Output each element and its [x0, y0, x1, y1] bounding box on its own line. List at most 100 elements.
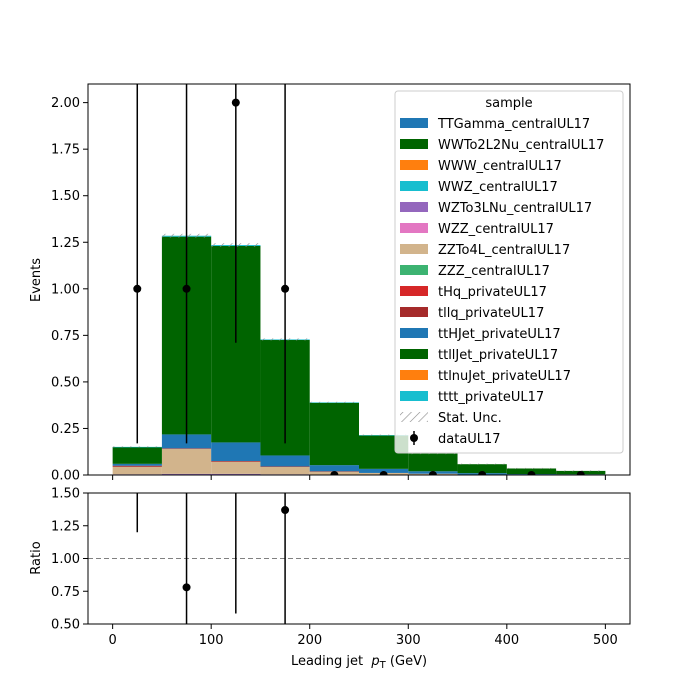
- bar-wzto3lnu-centralul17-bin-2: [211, 473, 261, 475]
- legend-swatch-www-centralul17: [400, 160, 428, 170]
- bar-zzto4l-centralul17-bin-1: [161, 448, 212, 474]
- top-y-tick-label-4: 1.00: [51, 282, 80, 297]
- legend: sample TTGamma_centralUL17 WWTo2L2Nu_cent…: [394, 90, 624, 454]
- bar-ttlljet-privateul17-bin-4: [309, 402, 359, 466]
- top-y-tick-label-6: 1.50: [51, 189, 80, 204]
- legend-swatch-tthjet-privateul17: [400, 328, 428, 338]
- bar-tllq-privateul17-bin-1: [161, 448, 212, 449]
- data-point-2: [231, 98, 240, 107]
- bottom-y-tick-label-4: 1.50: [51, 487, 80, 502]
- data-points: [133, 84, 585, 475]
- stat-unc-bin-6: [408, 453, 458, 455]
- bar-tthjet-privateul17-bin-0: [112, 463, 162, 466]
- top-y-tick-label-3: 0.75: [51, 329, 80, 344]
- top-y-tick-label-7: 1.75: [51, 143, 80, 158]
- x-tick-label-0: 0: [108, 633, 116, 648]
- data-point-8: [527, 471, 536, 475]
- bar-tthjet-privateul17-bin-2: [211, 442, 261, 462]
- x-axis-label-unit: (GeV): [390, 654, 427, 669]
- x-axis-label-subscript: T: [379, 660, 387, 671]
- legend-swatch-wzto3lnu-centralul17: [400, 202, 428, 212]
- ratio-point-3: [281, 506, 290, 515]
- ratio-point-1: [182, 583, 191, 592]
- legend-label-ttlljet-privateul17: ttllJet_privateUL17: [438, 348, 558, 363]
- data-point-5: [379, 471, 388, 475]
- legend-label-data: dataUL17: [438, 432, 501, 447]
- bar-ttlljet-privateul17-bin-7: [457, 464, 507, 474]
- bar-zzto4l-centralul17-bin-0: [112, 466, 162, 475]
- legend-label-wwz-centralul17: WWZ_centralUL17: [438, 180, 558, 195]
- stat-unc-bin-0: [112, 446, 162, 448]
- legend-label-wwto2l2nu-centralul17: WWTo2L2Nu_centralUL17: [438, 138, 604, 153]
- bottom-y-tick-label-3: 1.25: [51, 519, 80, 534]
- x-axis-label-main: Leading jet: [291, 654, 363, 669]
- top-y-tick-label-8: 2.00: [51, 96, 80, 111]
- legend-swatch-tllq-privateul17: [400, 307, 428, 317]
- stat-unc-bin-5: [359, 434, 409, 436]
- bottom-y-axis-label: Ratio: [29, 541, 44, 574]
- legend-swatch-ttlnujet-privateul17: [400, 370, 428, 380]
- top-y-tick-label-1: 0.25: [51, 422, 80, 437]
- data-point-0: [133, 284, 142, 293]
- data-point-9: [576, 471, 585, 475]
- bar-tthjet-privateul17-bin-4: [309, 465, 359, 472]
- top-y-axis: 0.00 0.25 0.50 0.75 1.00 1.25 1.50 1.75 2.00: [51, 96, 88, 484]
- legend-swatch-wzz-centralul17: [400, 223, 428, 233]
- top-y-tick-label-2: 0.50: [51, 375, 80, 390]
- legend-frame: [394, 90, 624, 454]
- ratio-points: [136, 493, 290, 624]
- bar-tllq-privateul17-bin-3: [260, 466, 310, 467]
- bar-ttlljet-privateul17-bin-6: [408, 453, 458, 472]
- legend-label-zzto4l-centralul17: ZZTo4L_centralUL17: [438, 243, 570, 258]
- legend-data-marker: [410, 434, 418, 442]
- legend-swatch-wwto2l2nu-centralul17: [400, 139, 428, 149]
- stat-unc-bin-8: [506, 467, 557, 470]
- data-point-3: [281, 284, 290, 293]
- stat-unc-bin-9: [556, 470, 606, 472]
- legend-entries: TTGamma_centralUL17 WWTo2L2Nu_centralUL17…: [400, 117, 604, 447]
- legend-title: sample: [485, 96, 532, 111]
- legend-label-ttgamma-centralul17: TTGamma_centralUL17: [437, 117, 590, 132]
- legend-swatch-ttgamma-centralul17: [400, 118, 428, 128]
- top-y-axis-label: Events: [29, 258, 44, 302]
- bar-tthjet-privateul17-bin-3: [260, 455, 310, 467]
- legend-swatch-tttt-privateul17: [400, 391, 428, 401]
- legend-swatch-zzto4l-centralul17: [400, 244, 428, 254]
- x-tick-label-2: 200: [297, 633, 322, 648]
- legend-swatch-ttlljet-privateul17: [400, 349, 428, 359]
- legend-label-www-centralul17: WWW_centralUL17: [438, 159, 562, 174]
- x-tick-label-3: 300: [396, 633, 421, 648]
- x-tick-label-1: 100: [199, 633, 224, 648]
- bar-ttlljet-privateul17-bin-0: [112, 447, 162, 464]
- legend-swatch-stat-unc: [400, 412, 428, 422]
- x-axis-label: Leading jet pT (GeV): [291, 654, 427, 671]
- bar-zzto4l-centralul17-bin-3: [260, 466, 310, 475]
- bottom-y-tick-label-1: 0.75: [51, 585, 80, 600]
- legend-swatch-wwz-centralul17: [400, 181, 428, 191]
- legend-label-stat-unc: Stat. Unc.: [438, 411, 502, 426]
- bar-tthjet-privateul17-bin-5: [359, 468, 409, 473]
- top-y-tick-label-5: 1.25: [51, 236, 80, 251]
- legend-label-ttlnujet-privateul17: ttlnuJet_privateUL17: [438, 369, 571, 384]
- bottom-y-axis: 0.50 0.75 1.00 1.25 1.50: [51, 487, 88, 633]
- bar-wzto3lnu-centralul17-bin-1: [161, 473, 212, 475]
- stat-unc-bin-7: [457, 463, 507, 465]
- bottom-y-tick-label-0: 0.50: [51, 618, 80, 633]
- legend-label-thq-privateul17: tHq_privateUL17: [438, 285, 547, 300]
- bottom-x-axis: 0 100 200 300 400 500: [108, 624, 618, 648]
- top-plot-frame: [87, 83, 631, 476]
- x-tick-label-4: 400: [494, 633, 519, 648]
- legend-label-wzto3lnu-centralul17: WZTo3LNu_centralUL17: [438, 201, 592, 216]
- legend-label-zzz-centralul17: ZZZ_centralUL17: [438, 264, 550, 279]
- bar-zzto4l-centralul17-bin-2: [211, 461, 261, 474]
- x-tick-label-5: 500: [593, 633, 618, 648]
- top-x-ticks: [112, 475, 606, 480]
- legend-label-wzz-centralul17: WZZ_centralUL17: [438, 222, 554, 237]
- stat-unc-bin-4: [309, 401, 359, 403]
- top-y-tick-label-0: 0.00: [51, 469, 80, 484]
- legend-swatch-thq-privateul17: [400, 286, 428, 296]
- legend-swatch-zzz-centralul17: [400, 265, 428, 275]
- data-point-7: [478, 471, 487, 475]
- legend-label-tttt-privateul17: tttt_privateUL17: [438, 390, 544, 405]
